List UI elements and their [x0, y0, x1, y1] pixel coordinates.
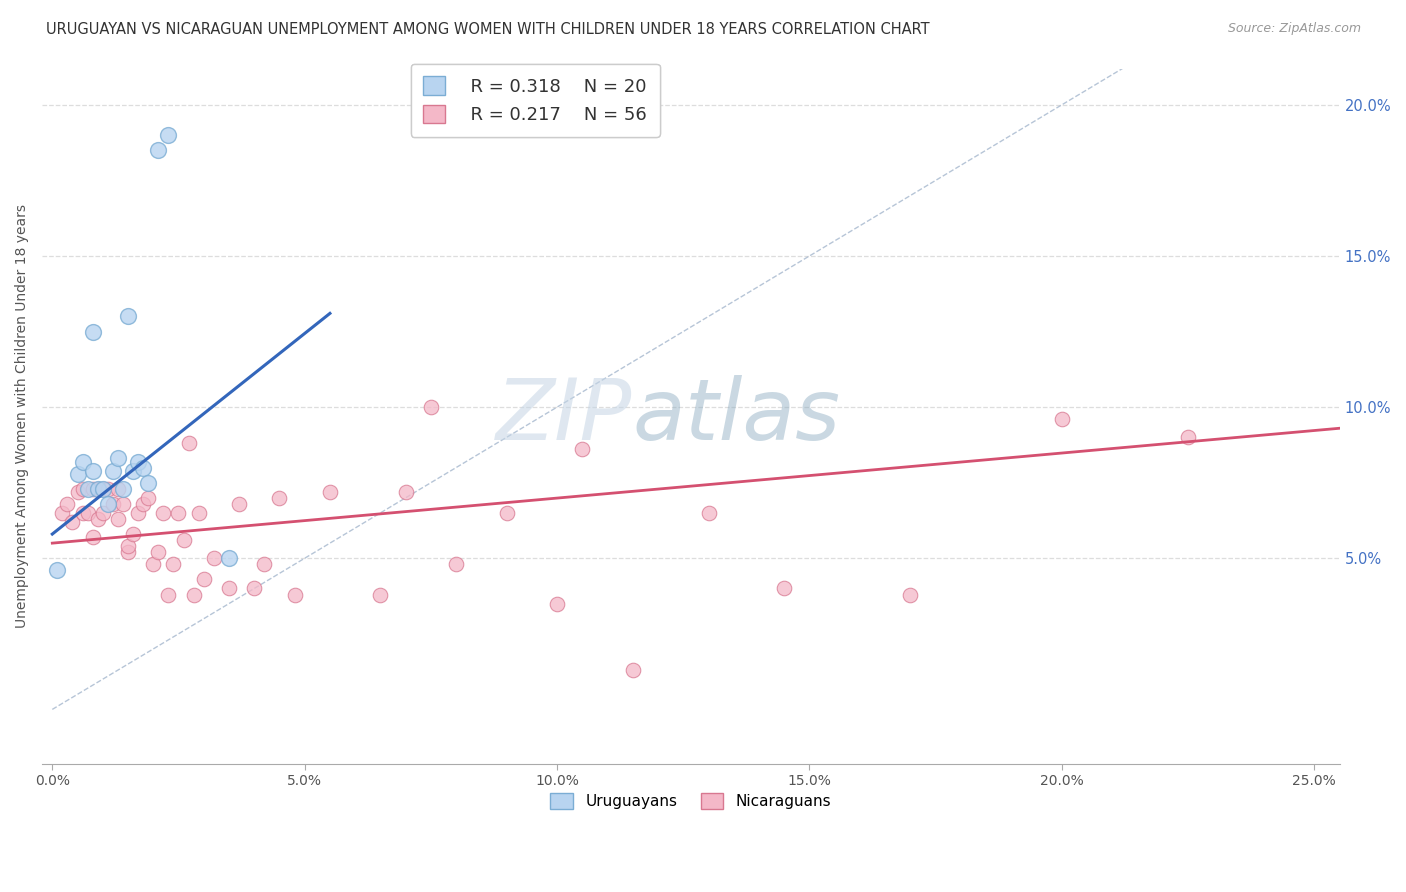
Point [127, 506, 149, 520]
Point [395, 484, 418, 499]
Point [546, 597, 568, 611]
Point [173, 533, 195, 548]
Point [495, 506, 517, 520]
Point [167, 506, 190, 520]
Point [127, 454, 149, 468]
Point [107, 512, 129, 526]
Point [51, 506, 73, 520]
Point [157, 588, 180, 602]
Point [76, 482, 98, 496]
Point [1177, 430, 1199, 444]
Point [228, 497, 250, 511]
Point [87, 512, 110, 526]
Point [142, 558, 165, 572]
Text: Source: ZipAtlas.com: Source: ZipAtlas.com [1227, 22, 1361, 36]
Point [571, 442, 593, 457]
Point [132, 460, 155, 475]
Point [82, 464, 104, 478]
Point [900, 588, 922, 602]
Point [187, 506, 209, 520]
Point [177, 436, 200, 450]
Point [419, 400, 441, 414]
Point [218, 582, 240, 596]
Point [117, 545, 139, 559]
Point [122, 527, 145, 541]
Point [62, 515, 84, 529]
Point [76, 506, 98, 520]
Point [253, 558, 276, 572]
Text: atlas: atlas [633, 375, 841, 458]
Point [117, 539, 139, 553]
Point [243, 582, 266, 596]
Y-axis label: Unemployment Among Women with Children Under 18 years: Unemployment Among Women with Children U… [15, 204, 30, 628]
Point [107, 482, 129, 496]
Point [193, 573, 215, 587]
Legend: Uruguayans, Nicaraguans: Uruguayans, Nicaraguans [544, 787, 838, 815]
Point [91, 482, 114, 496]
Point [111, 482, 134, 496]
Point [82, 325, 104, 339]
Point [148, 545, 170, 559]
Point [72, 482, 94, 496]
Point [107, 451, 129, 466]
Point [56, 497, 79, 511]
Point [97, 482, 120, 496]
Point [66, 467, 89, 481]
Point [148, 143, 170, 157]
Point [46, 563, 69, 577]
Point [82, 482, 104, 496]
Point [101, 464, 124, 478]
Point [621, 663, 644, 677]
Point [111, 497, 134, 511]
Point [117, 310, 139, 324]
Point [72, 506, 94, 520]
Point [319, 484, 342, 499]
Point [87, 482, 110, 496]
Point [162, 558, 184, 572]
Point [284, 588, 307, 602]
Point [122, 464, 145, 478]
Point [87, 482, 110, 496]
Point [132, 497, 155, 511]
Point [269, 491, 291, 505]
Point [82, 530, 104, 544]
Point [370, 588, 392, 602]
Point [91, 482, 114, 496]
Point [97, 497, 120, 511]
Point [91, 506, 114, 520]
Point [152, 506, 174, 520]
Point [66, 484, 89, 499]
Point [72, 454, 94, 468]
Point [773, 582, 796, 596]
Text: ZIP: ZIP [496, 375, 633, 458]
Text: URUGUAYAN VS NICARAGUAN UNEMPLOYMENT AMONG WOMEN WITH CHILDREN UNDER 18 YEARS CO: URUGUAYAN VS NICARAGUAN UNEMPLOYMENT AMO… [46, 22, 929, 37]
Point [1050, 412, 1073, 426]
Point [101, 497, 124, 511]
Point [202, 551, 225, 566]
Point [444, 558, 467, 572]
Point [697, 506, 720, 520]
Point [136, 475, 159, 490]
Point [183, 588, 205, 602]
Point [136, 491, 159, 505]
Point [157, 128, 180, 142]
Point [218, 551, 240, 566]
